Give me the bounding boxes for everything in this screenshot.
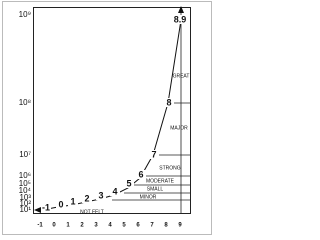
band-label: MAJOR <box>170 125 188 131</box>
curve-label: 5 <box>126 178 131 188</box>
curve-label: 1 <box>70 196 75 206</box>
x-label: 7 <box>150 223 154 229</box>
arrow-up <box>178 6 184 13</box>
x-label: 9 <box>178 223 182 229</box>
x-label: 3 <box>94 223 98 229</box>
frame <box>2 1 212 235</box>
curve-label: 7 <box>151 149 156 159</box>
y-label: 10⁹ <box>19 10 31 19</box>
x-label: 4 <box>108 223 112 229</box>
x-label: 5 <box>122 223 126 229</box>
x-label: 6 <box>136 223 140 229</box>
curve-label-bg <box>175 15 185 24</box>
curve-label: 4 <box>112 186 117 196</box>
band-label: STRONG <box>159 165 181 171</box>
band-label: NOT FELT <box>80 209 104 215</box>
curve-label-bg <box>41 203 51 212</box>
curve-label: 8 <box>166 97 171 107</box>
curve-label: 2 <box>84 193 89 203</box>
curve-label-bg <box>136 170 146 179</box>
x-label: 1 <box>66 223 70 229</box>
curve-label: 0 <box>58 199 63 209</box>
x-label: 8 <box>164 223 168 229</box>
curve-label: 8.9 <box>174 14 187 24</box>
band-label: SMALL <box>147 186 164 192</box>
curve-label-bg <box>56 200 66 209</box>
y-label: 10¹ <box>19 205 31 214</box>
plot-box <box>33 7 191 214</box>
y-label: 10⁸ <box>19 98 31 107</box>
curve-label-bg <box>124 179 134 188</box>
curve-label: -1 <box>42 202 50 212</box>
curve-label-bg <box>110 187 120 196</box>
y-label: 10³ <box>19 193 31 202</box>
y-label: 10⁵ <box>19 179 31 188</box>
band-label: GREAT <box>173 73 190 79</box>
band-label: MODERATE <box>146 178 175 184</box>
diagram: -1 0 1 2 3 456788.910⁹10⁸10⁷10⁶10⁵10⁴10³10²10… <box>2 1 212 235</box>
curve-label-bg <box>149 150 159 159</box>
curve-label-bg <box>68 197 78 206</box>
y-label: 10² <box>19 199 31 208</box>
x-label: 2 <box>80 223 84 229</box>
arrow-left <box>34 207 41 213</box>
x-label: -1 <box>37 223 43 229</box>
y-label: 10⁴ <box>19 186 32 195</box>
y-label: 10⁷ <box>19 150 31 159</box>
x-label: 0 <box>52 223 56 229</box>
band-label: MINOR <box>140 194 157 200</box>
curve-label: 3 <box>98 190 103 200</box>
curve-label-bg <box>164 98 174 107</box>
curve-label: 6 <box>138 169 143 179</box>
curve-label-bg <box>96 191 106 200</box>
content: -1 0 1 2 3 456788.910⁹10⁸10⁷10⁶10⁵10⁴10³10²10… <box>19 10 190 229</box>
curve-label-bg <box>82 194 92 203</box>
y-label: 10⁶ <box>19 171 31 180</box>
